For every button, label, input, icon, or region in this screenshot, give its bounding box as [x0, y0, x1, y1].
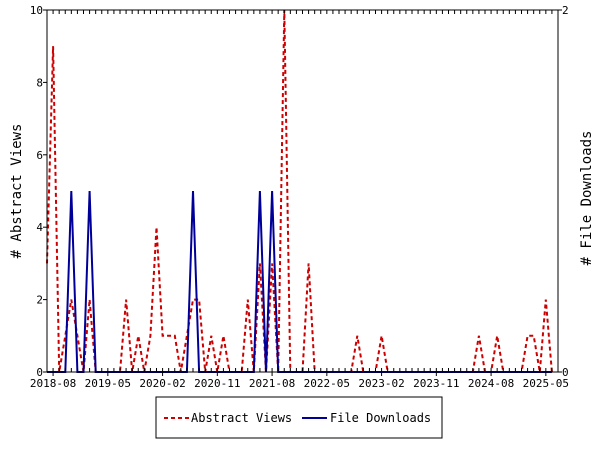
x-tick-label: 2019-05	[85, 377, 131, 390]
x-tick-label: 2020-11	[194, 377, 240, 390]
y-tick-label: 2	[36, 294, 43, 307]
x-tick-label: 2024-08	[468, 377, 514, 390]
x-tick-label: 2021-08	[249, 377, 295, 390]
y-ticks: 0 2 4 6 8 10	[30, 4, 47, 379]
y2-tick-label: 0	[562, 366, 569, 379]
plot-lines	[46, 9, 553, 373]
x-tick-label: 2020-02	[139, 377, 185, 390]
legend-label-abstract-views: Abstract Views	[191, 411, 292, 425]
y-tick-label: 8	[36, 76, 43, 89]
series-line-file-downloads	[47, 190, 552, 373]
y-tick-label: 0	[36, 366, 43, 379]
y2-axis-title: # File Downloads	[579, 131, 595, 266]
y-tick-label: 10	[30, 4, 43, 17]
y-tick-label: 4	[36, 221, 43, 234]
y2-tick-label: 2	[562, 4, 569, 17]
legend-box	[155, 396, 443, 439]
x-tick-label: 2025-05	[523, 377, 569, 390]
series-line-abstract-views	[46, 9, 553, 373]
x-tick-label: 2022-05	[304, 377, 350, 390]
x-ticks: 2018-08 2019-05 2020-02 2020-11 2021-08 2022-…	[30, 10, 569, 390]
y-axis-title: # Abstract Views	[9, 124, 25, 259]
y-tick-label: 6	[36, 149, 43, 162]
y2-ticks: 02	[558, 4, 569, 379]
x-tick-label: 2023-11	[413, 377, 459, 390]
x-tick-label: 2023-02	[358, 377, 404, 390]
legend-label-file-downloads: File Downloads	[330, 411, 431, 425]
legend: Abstract Views File Downloads	[155, 396, 443, 439]
x-tick-label: 2018-08	[30, 377, 76, 390]
